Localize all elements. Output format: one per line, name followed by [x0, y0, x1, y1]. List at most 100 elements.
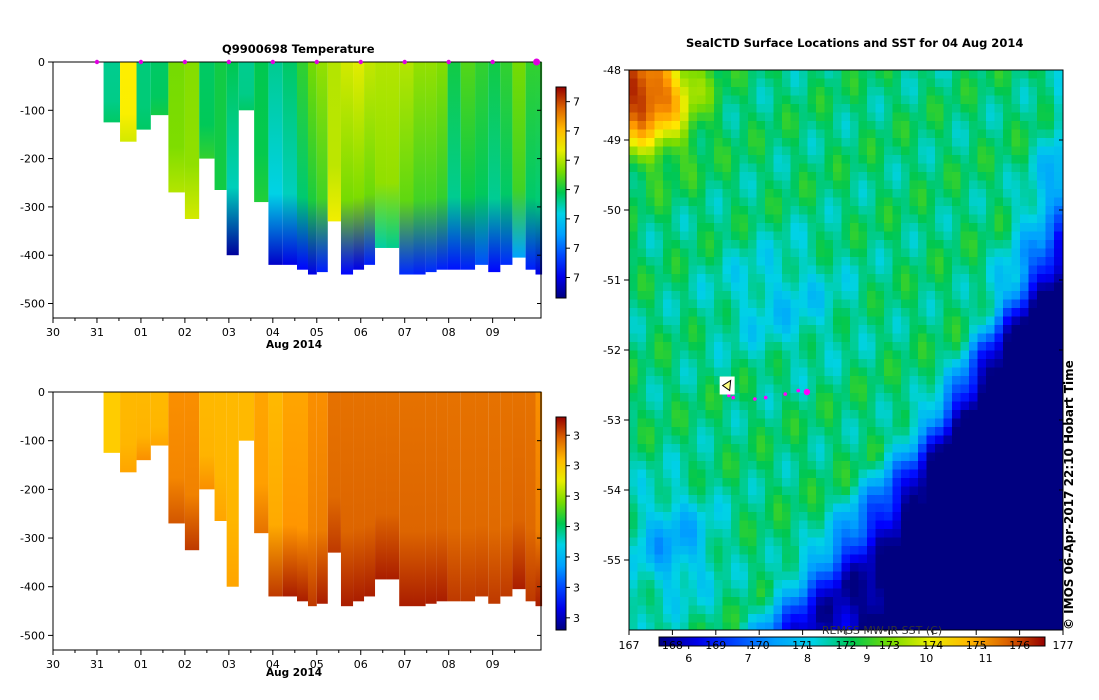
map-lat-label: -51 [603, 274, 621, 287]
temp-profile-column [226, 62, 239, 256]
temp-surface-marker [226, 59, 232, 65]
sst-map-svg: -48 -49 -50 -51 -52 -53 -54 -55 6 7 8 9 10 11 REMSS MW… [603, 64, 1074, 665]
sal-profile-column [375, 392, 387, 580]
sst-colorbar-label: 8 [804, 652, 811, 665]
map-lat-label: -55 [603, 554, 621, 567]
sst-map-panel: SealCTD Surface Locations and SST for 04… [580, 0, 1099, 700]
sal-profile-column [136, 392, 151, 461]
temp-surface-marker [402, 59, 407, 65]
temp-profile-column [282, 62, 297, 265]
temp-axes-frame [52, 61, 542, 319]
temp-profile-column [199, 62, 215, 159]
sst-colorbar-label: 10 [919, 652, 933, 665]
map-title: SealCTD Surface Locations and SST for 04… [686, 36, 1024, 50]
sal-ytick-label: 0 [38, 386, 45, 399]
temp-profile-column [413, 62, 426, 275]
temp-profile-column [447, 62, 461, 270]
seal-track-point [731, 395, 735, 400]
temp-profile-column [214, 62, 227, 190]
sal-profile-column [282, 392, 297, 597]
seal-track-point [727, 393, 731, 398]
temp-xtick-label: 31 [90, 326, 104, 339]
temp-profile-column [316, 62, 328, 273]
temp-profile-column [460, 62, 476, 270]
map-lon-label: 172 [836, 639, 857, 652]
sal-xtick-label: 05 [310, 658, 324, 671]
temp-profile-column [364, 62, 376, 265]
temp-profile-column [120, 62, 137, 142]
salinity-xaxis-label: Aug 2014 [266, 667, 322, 679]
map-lon-label: 173 [879, 639, 900, 652]
sst-colorbar-caption: REMSS MW-IR SST (C) [822, 624, 942, 637]
salinity-section-chart: 0 -100 -200 -300 -400 -500 30 31 01 02 03 04 05 06 07 0… [0, 360, 605, 700]
sal-xtick-label: 07 [398, 658, 412, 671]
map-position-arrow-icon [721, 379, 732, 392]
map-lon-label: 177 [1053, 639, 1074, 652]
sal-profile-column [413, 392, 426, 607]
temp-ytick-label: -400 [20, 249, 45, 262]
sal-ytick-label: -500 [20, 629, 45, 642]
map-lon-label: 170 [749, 639, 770, 652]
temp-profile-column [327, 62, 341, 222]
temp-profile-column [103, 62, 121, 123]
temp-ytick-label: -100 [20, 104, 45, 117]
sal-profile-column [535, 392, 543, 607]
map-lon-label: 174 [922, 639, 943, 652]
sal-profile-column [364, 392, 376, 597]
sal-xtick-label: 02 [178, 658, 192, 671]
temp-surface-marker [533, 58, 541, 66]
temp-ytick-label: -200 [20, 153, 45, 166]
temp-profile-column [436, 62, 448, 270]
temp-profile-column [168, 62, 185, 193]
map-lat-label: -53 [603, 414, 621, 427]
sal-profile-column [353, 392, 365, 602]
sal-colorbar [555, 416, 567, 631]
sal-xtick-label: 31 [90, 658, 104, 671]
temp-xtick-label: 01 [134, 326, 148, 339]
sal-ytick-label: -300 [20, 532, 45, 545]
temp-xtick-label: 04 [266, 326, 280, 339]
sal-profiles [103, 392, 543, 607]
temperature-section-chart: Q9900698 Temperature 0 -100 -200 -300 -400 -5… [0, 0, 591, 360]
sal-xtick-label: 06 [354, 658, 368, 671]
temp-surface-marker [270, 59, 276, 65]
map-lon-label: 168 [662, 639, 683, 652]
temp-profile-column [340, 62, 354, 275]
temp-profile-column [386, 62, 400, 248]
sal-profile-column [327, 392, 341, 553]
temp-xtick-label: 03 [222, 326, 236, 339]
temp-surface-marker [94, 59, 100, 65]
temp-surface-marker [358, 59, 363, 65]
temp-xtick-label: 02 [178, 326, 192, 339]
sst-colorbar-label: 9 [863, 652, 870, 665]
sal-ytick-label: -400 [20, 581, 45, 594]
sal-axes-frame [52, 391, 542, 651]
sal-profile-column [254, 392, 269, 534]
sal-profile-column [238, 392, 255, 441]
temp-ytick-label: -500 [20, 298, 45, 311]
sal-xtick-label: 30 [46, 658, 60, 671]
temp-xtick-label: 05 [310, 326, 324, 339]
temp-profile-column [353, 62, 365, 270]
map-lat-label: -49 [603, 134, 621, 147]
sal-profile-column [307, 392, 317, 607]
sst-colorbar-label: 7 [745, 652, 752, 665]
temp-surface-marker [138, 59, 144, 65]
temp-profile-column [488, 62, 501, 273]
temp-ytick-label: 0 [38, 56, 45, 69]
sal-profile-column [214, 392, 227, 521]
temp-profile-column [500, 62, 513, 265]
map-lat-label: -54 [603, 484, 621, 497]
temp-surface-marker [314, 59, 319, 65]
temp-profile-column [399, 62, 414, 275]
sal-profile-column [460, 392, 476, 602]
seal-track [727, 388, 811, 401]
temp-profile-column [475, 62, 489, 265]
seal-track-point [783, 392, 788, 396]
temp-profile-column [535, 62, 543, 275]
temp-xtick-label: 09 [486, 326, 500, 339]
sal-profile-column [436, 392, 448, 602]
temp-profiles [103, 62, 543, 275]
sal-xtick-label: 04 [266, 658, 280, 671]
temp-profile-column [150, 62, 169, 116]
